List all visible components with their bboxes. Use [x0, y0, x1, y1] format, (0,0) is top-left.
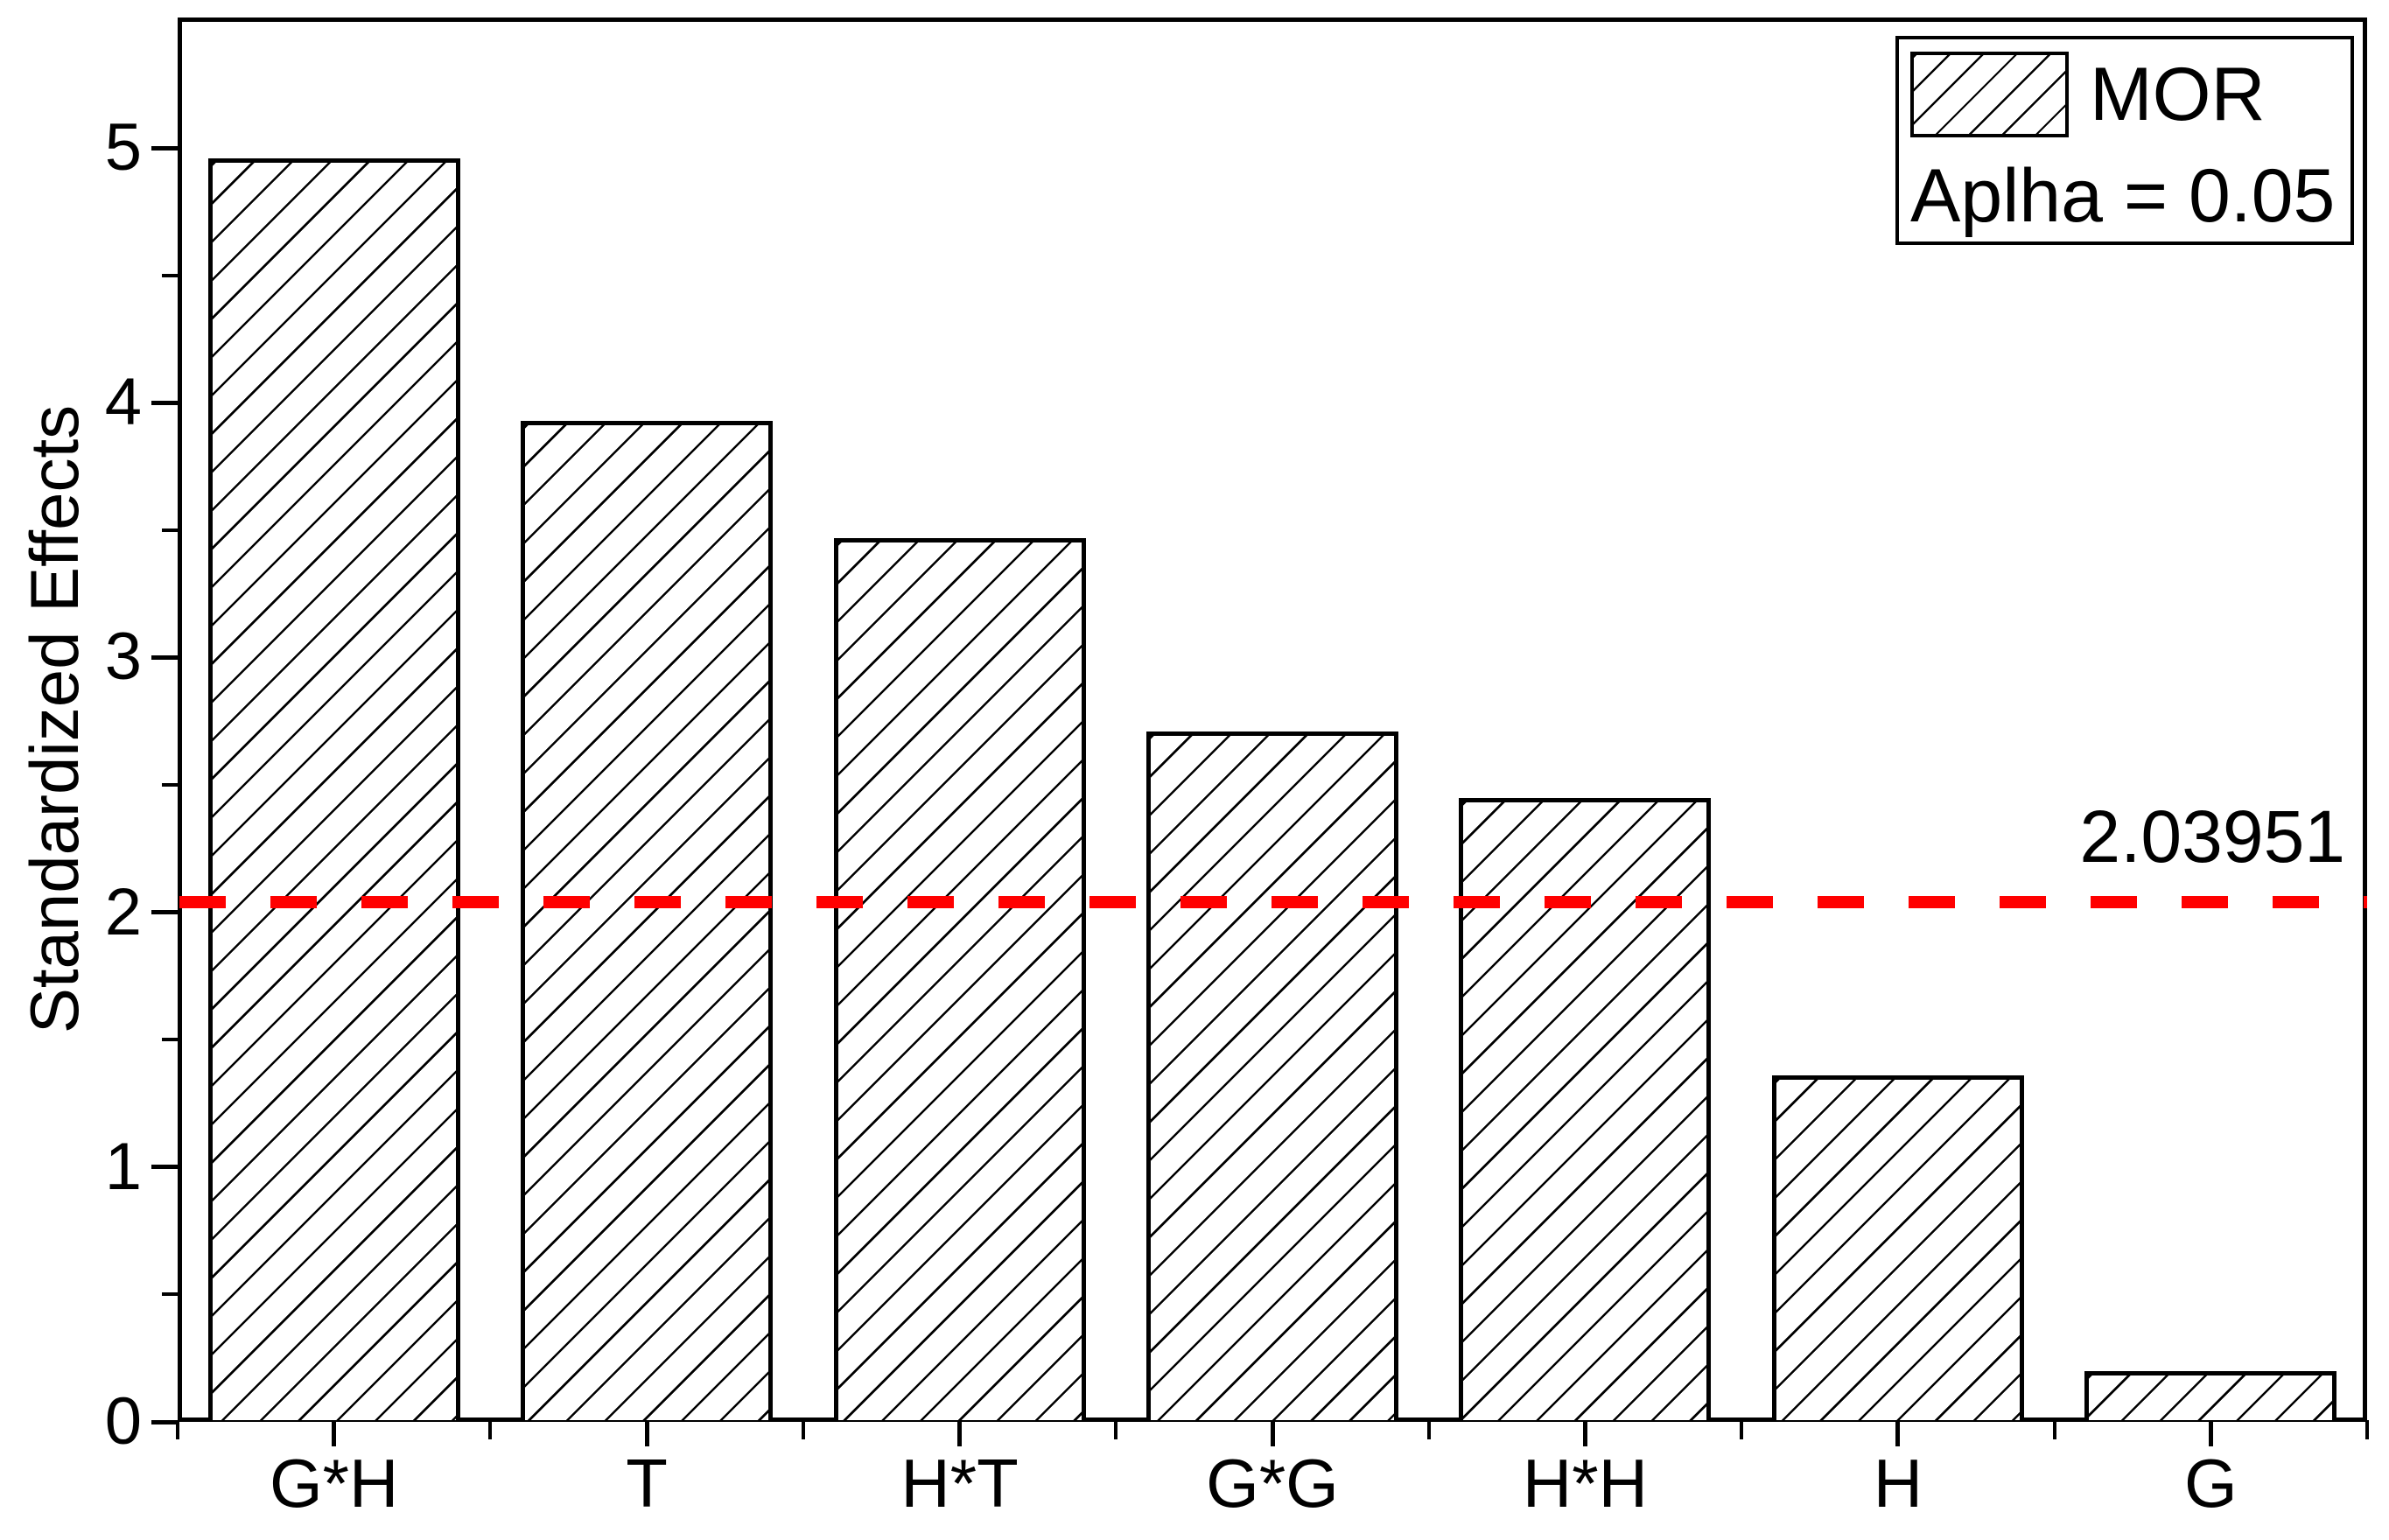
x-minor-tick	[801, 1420, 805, 1439]
y-axis-title: Standardized Effects	[16, 404, 93, 1034]
x-major-tick	[957, 1420, 963, 1446]
x-minor-tick	[1114, 1420, 1118, 1439]
x-tick-label: G*G	[1206, 1445, 1339, 1522]
y-tick-label: 0	[104, 1384, 142, 1459]
legend-alpha-note: Aplha = 0.05	[1910, 154, 2336, 238]
x-minor-tick	[176, 1420, 179, 1439]
bar-HxH	[1459, 797, 1712, 1420]
x-tick-label: G*H	[270, 1445, 399, 1522]
x-minor-tick	[2052, 1420, 2056, 1439]
y-tick-label: 5	[104, 110, 142, 185]
y-major-tick	[151, 1419, 178, 1424]
alpha-threshold-line	[179, 896, 2367, 909]
y-major-tick	[151, 400, 178, 405]
bar-G	[2084, 1370, 2337, 1420]
y-tick-label: 1	[104, 1129, 142, 1204]
y-minor-tick	[162, 273, 178, 277]
y-minor-tick	[162, 528, 178, 532]
x-tick-label: H*H	[1522, 1445, 1648, 1522]
x-major-tick	[1895, 1420, 1901, 1446]
y-major-tick	[151, 910, 178, 915]
y-minor-tick	[162, 1292, 178, 1297]
bar-GxH	[207, 158, 460, 1420]
x-major-tick	[2208, 1420, 2213, 1446]
legend-series-label: MOR	[2090, 52, 2266, 136]
x-major-tick	[1582, 1420, 1587, 1446]
y-tick-label: 2	[104, 874, 142, 949]
bar-H	[1771, 1075, 2024, 1420]
y-major-tick	[151, 1165, 178, 1170]
x-minor-tick	[1740, 1420, 1744, 1439]
x-tick-label: G	[2183, 1445, 2238, 1522]
y-minor-tick	[162, 1038, 178, 1042]
bar-GxG	[1146, 731, 1398, 1420]
x-major-tick	[332, 1420, 337, 1446]
y-major-tick	[151, 654, 178, 660]
y-minor-tick	[162, 783, 178, 787]
x-minor-tick	[1426, 1420, 1431, 1439]
x-major-tick	[644, 1420, 649, 1446]
mor-hatch-swatch-icon	[1910, 52, 2069, 137]
y-tick-label: 3	[104, 620, 142, 695]
x-minor-tick	[488, 1420, 493, 1439]
legend: MOR Aplha = 0.05	[1895, 36, 2354, 245]
y-tick-label: 4	[104, 365, 142, 440]
y-major-tick	[151, 145, 178, 150]
x-tick-label: T	[626, 1445, 668, 1522]
bar-T	[521, 420, 774, 1420]
legend-row-mor: MOR	[1910, 52, 2338, 137]
x-major-tick	[1270, 1420, 1275, 1446]
x-minor-tick	[2365, 1420, 2369, 1439]
bar-HxT	[833, 537, 1086, 1420]
alpha-threshold-value: 2.03951	[2079, 795, 2345, 878]
x-tick-label: H*T	[900, 1445, 1019, 1522]
x-tick-label: H	[1873, 1445, 1923, 1522]
